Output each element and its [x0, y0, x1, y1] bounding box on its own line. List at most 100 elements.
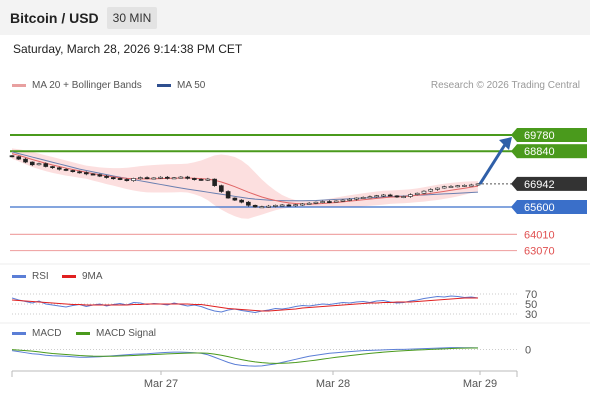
- candle-body: [468, 184, 474, 187]
- candle: [313, 201, 319, 205]
- candle: [279, 203, 285, 207]
- level-text: 65600: [524, 202, 555, 214]
- candle-body: [252, 204, 258, 208]
- candle-body: [300, 203, 305, 206]
- legend-9ma: 9MA: [62, 271, 103, 282]
- candle-body: [394, 195, 400, 198]
- candle: [266, 204, 271, 208]
- macd-panel: 0: [11, 345, 531, 367]
- candle-body: [455, 185, 461, 188]
- candle-body: [29, 161, 35, 166]
- forecast-arrow-head: [499, 137, 512, 150]
- candle-body: [63, 168, 69, 171]
- legend-rsi: RSI: [12, 271, 49, 282]
- rsi-series-rsi: [11, 295, 479, 314]
- candle: [360, 196, 366, 199]
- candle: [16, 155, 22, 161]
- candle: [219, 184, 224, 193]
- candle: [374, 194, 379, 198]
- candle-body: [56, 167, 62, 170]
- candle: [435, 187, 440, 191]
- candle-body: [313, 201, 319, 204]
- level-pointer: [511, 200, 517, 214]
- candle-body: [367, 196, 373, 199]
- ma50-swatch: [157, 84, 171, 87]
- candle: [185, 175, 190, 180]
- candle: [138, 176, 143, 180]
- candle-body: [212, 178, 217, 186]
- level-pointer: [511, 128, 517, 142]
- candle: [408, 193, 413, 198]
- candle: [421, 190, 427, 195]
- candle: [293, 203, 298, 207]
- candle-body: [178, 176, 184, 179]
- legend-ma20-label: MA 20 + Bollinger Bands: [32, 80, 142, 91]
- candle: [394, 195, 400, 198]
- candle-body: [266, 205, 271, 208]
- timeframe-button[interactable]: 30 MIN: [107, 7, 157, 29]
- candle: [232, 197, 238, 202]
- ma9-swatch: [62, 275, 76, 278]
- legend-ma50-label: MA 50: [177, 80, 206, 91]
- candle: [306, 202, 312, 205]
- level-box: [517, 128, 587, 142]
- candle-body: [185, 176, 190, 179]
- candle: [56, 166, 62, 171]
- candle: [475, 183, 481, 186]
- macd-series-macd-signal: [11, 347, 479, 364]
- rsi-level-label-30: 30: [525, 309, 537, 321]
- candle-body: [333, 200, 339, 203]
- price-label-68840: 68840: [511, 144, 587, 159]
- candle-body: [360, 197, 366, 199]
- candle: [158, 176, 163, 179]
- rsi-series-9ma: [11, 297, 478, 312]
- candle-body: [205, 178, 211, 181]
- candle: [347, 198, 352, 202]
- candle: [77, 170, 82, 174]
- candle-body: [225, 191, 231, 199]
- candle: [144, 176, 150, 180]
- candle: [43, 162, 49, 168]
- candle: [111, 176, 116, 180]
- candle-body: [320, 201, 325, 203]
- legend-macd-signal: MACD Signal: [76, 328, 156, 339]
- time-tick-label-2: Mar 29: [463, 378, 497, 390]
- last-price-pointer: [511, 176, 517, 191]
- candle-body: [340, 199, 346, 202]
- candle: [50, 165, 55, 169]
- candle-body: [401, 196, 407, 198]
- ma50-line: [11, 151, 479, 202]
- level-text: 69780: [524, 130, 555, 142]
- time-tick-label-1: Mar 28: [316, 378, 350, 390]
- candle-body: [239, 199, 244, 203]
- candle-body: [306, 202, 312, 205]
- candle: [205, 177, 211, 182]
- candle-body: [97, 174, 103, 177]
- candle: [381, 193, 386, 197]
- candle: [225, 190, 231, 199]
- candles: [9, 154, 481, 209]
- candle-body: [70, 170, 76, 172]
- candle-body: [293, 204, 298, 207]
- candle: [9, 154, 15, 158]
- candle: [23, 157, 28, 164]
- candle-body: [374, 195, 379, 198]
- legend-9ma-label: 9MA: [82, 271, 103, 282]
- candle-body: [198, 178, 204, 181]
- candle-body: [144, 177, 150, 180]
- candle-body: [441, 186, 447, 189]
- candle: [252, 204, 258, 208]
- chart-header: Bitcoin / USD 30 MIN: [0, 0, 590, 35]
- research-credit: Research © 2026 Trading Central: [430, 80, 580, 91]
- ma20-line: [11, 153, 479, 205]
- price-panel: 69780 68840 66942 65600 64010 63070: [9, 128, 587, 258]
- candle-body: [131, 178, 136, 181]
- legend-ma50: MA 50: [157, 80, 205, 91]
- candle-body: [43, 163, 49, 167]
- candle: [273, 204, 278, 208]
- candle-body: [151, 177, 157, 180]
- candle: [327, 200, 332, 204]
- candle: [448, 185, 454, 188]
- legend-rsi-label: RSI: [32, 271, 49, 282]
